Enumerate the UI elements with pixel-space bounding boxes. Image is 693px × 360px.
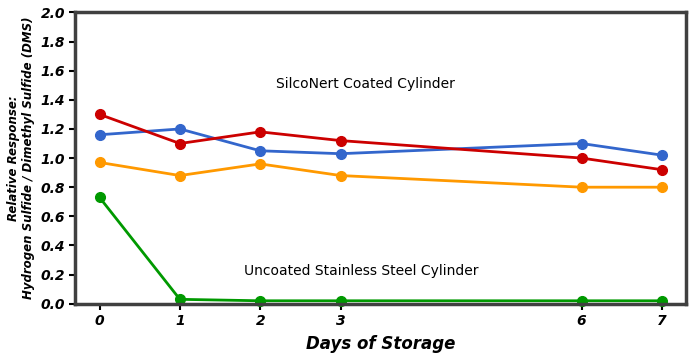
Y-axis label: Relative Response:
Hydrogen Sulfide / Dimethyl Sulfide (DMS): Relative Response: Hydrogen Sulfide / Di… bbox=[7, 17, 35, 299]
X-axis label: Days of Storage: Days of Storage bbox=[306, 335, 455, 353]
Text: Uncoated Stainless Steel Cylinder: Uncoated Stainless Steel Cylinder bbox=[244, 264, 479, 278]
Text: SilcoNert Coated Cylinder: SilcoNert Coated Cylinder bbox=[277, 77, 455, 91]
